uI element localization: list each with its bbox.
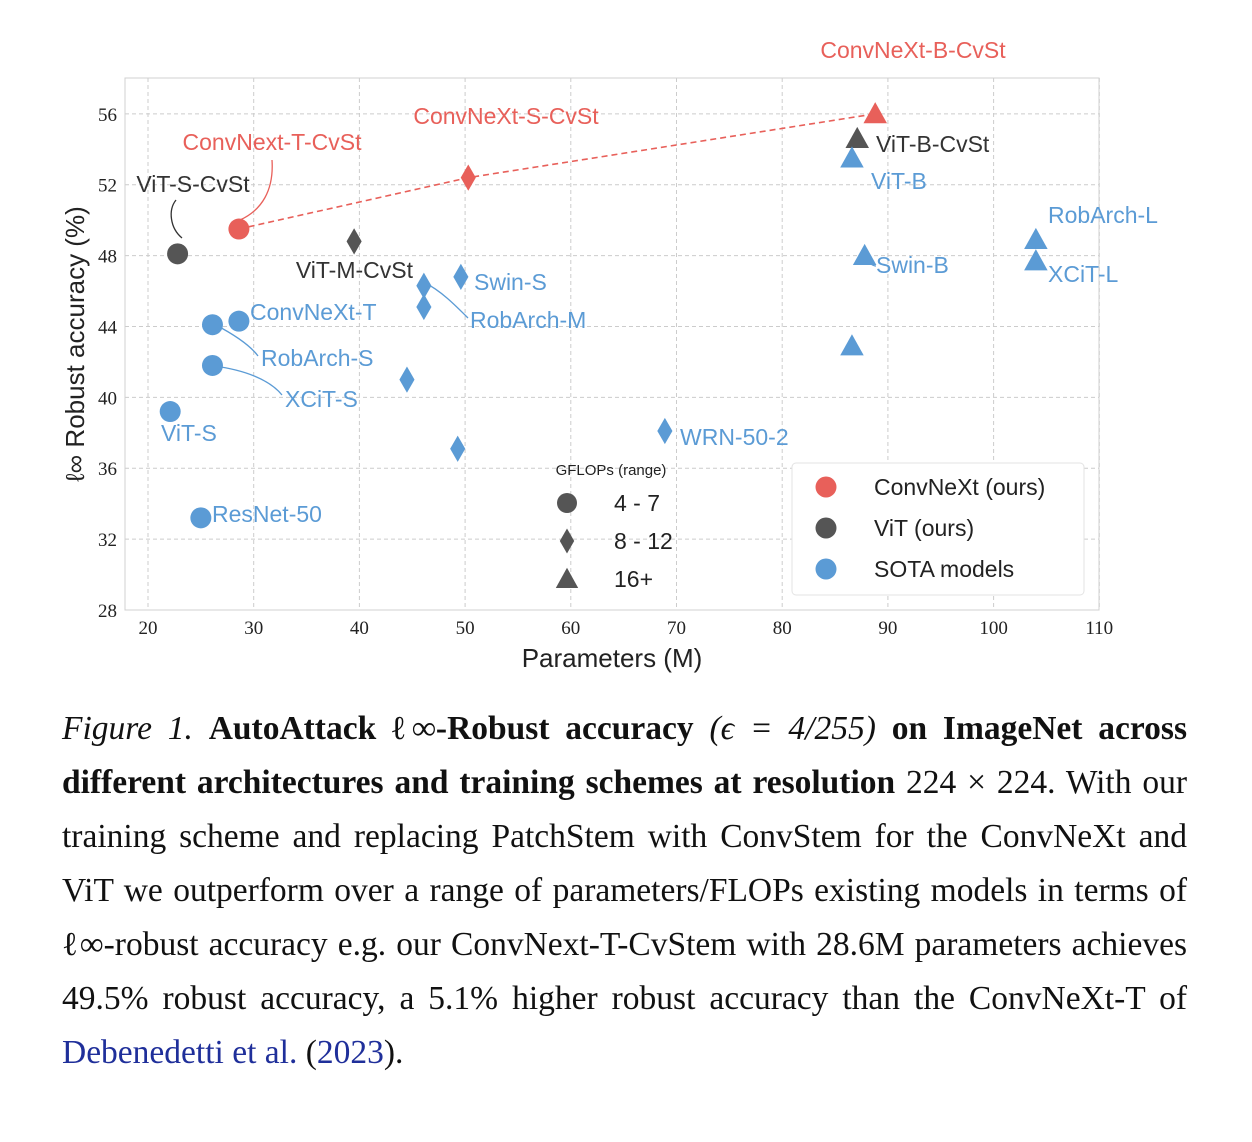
point-convnext-t	[228, 310, 250, 332]
legend-group-label: ConvNeXt (ours)	[874, 474, 1045, 500]
plot-frame	[124, 77, 1100, 611]
label-swin-s: Swin-S	[474, 269, 547, 295]
point-point-15	[450, 435, 466, 462]
point-labels: ConvNext-T-CvSt ConvNeXt-S-CvSt ConvNeXt-B…	[136, 37, 1158, 527]
label-vit-s-cvst: ViT-S-CvSt	[136, 171, 250, 197]
data-points	[159, 102, 1048, 529]
legend-gflops-marker-triangle	[555, 567, 579, 588]
caption-epsilon: (ϵ = 4/255)	[709, 710, 876, 747]
y-axis-label: ℓ∞ Robust accuracy (%)	[60, 206, 90, 481]
point-vit-b	[840, 146, 864, 168]
citation-open: (	[305, 1034, 317, 1071]
x-tick-label: 60	[561, 618, 580, 639]
y-tick-label: 44	[98, 317, 118, 338]
point-vit-b-cvst	[845, 126, 870, 149]
figure-chart: 20 30 40 50 60 70 80 90 100 110 28 32 36 40 44 48 52 56 P…	[60, 37, 1158, 673]
label-robarch-l: RobArch-L	[1048, 202, 1158, 228]
axis-labels: Parameters (M) ℓ∞ Robust accuracy (%)	[60, 206, 702, 673]
point-point-14	[399, 366, 415, 393]
y-tick-label: 48	[98, 247, 117, 268]
legend-gflops: GFLOPs (range) 4 - 7 8 - 12 16+	[556, 462, 673, 592]
y-tick-label: 52	[98, 176, 117, 197]
caption-resolution: 224 × 224.	[906, 764, 1056, 801]
point-convnext-s-cvst	[460, 164, 476, 191]
x-tick-label: 20	[139, 618, 158, 639]
point-resnet-50	[190, 507, 212, 529]
label-xcit-s: XCiT-S	[285, 386, 358, 412]
label-swin-b: Swin-B	[876, 252, 949, 278]
label-convnext-b-cvst: ConvNeXt-B-CvSt	[820, 37, 1006, 63]
label-convnext-t-cvst: ConvNext-T-CvSt	[183, 129, 363, 155]
point-point-10	[840, 334, 864, 356]
legend-group-marker-convnext	[815, 476, 837, 498]
label-robarch-s: RobArch-S	[261, 345, 373, 371]
legend-group-marker-vit	[815, 517, 837, 539]
x-tick-label: 70	[667, 618, 686, 639]
x-tick-label: 90	[878, 618, 897, 639]
citation-close: ).	[383, 1034, 404, 1071]
caption-bold-title: AutoAttack ℓ∞-Robust accuracy	[208, 710, 694, 747]
point-vit-s-cvst	[167, 243, 189, 265]
label-convnext-t: ConvNeXt-T	[250, 299, 377, 325]
legend-group-label: SOTA models	[874, 556, 1014, 582]
x-tick-label: 110	[1085, 618, 1113, 639]
caption-body: With our training scheme and replacing P…	[62, 764, 1187, 1017]
point-swin-s	[453, 263, 469, 290]
citation-year-link[interactable]: 2023	[316, 1034, 384, 1071]
legend-gflops-marker-diamond	[559, 528, 575, 554]
legend-gflops-label: 8 - 12	[614, 528, 673, 554]
citation-authors-link[interactable]: Debenedetti et al.	[62, 1034, 298, 1071]
x-tick-label: 80	[773, 618, 792, 639]
x-axis-label: Parameters (M)	[522, 643, 703, 673]
y-tick-label: 36	[98, 459, 117, 480]
figure-caption: Figure 1. AutoAttack ℓ∞-Robust accuracy …	[62, 702, 1187, 1080]
legend-gflops-marker-circle	[557, 493, 577, 513]
point-point-13	[416, 293, 432, 321]
ticks: 20 30 40 50 60 70 80 90 100 110 28 32 36 40 44 48 52 56	[98, 105, 1113, 639]
point-xcit-s	[201, 354, 223, 376]
x-tick-label: 100	[979, 618, 1008, 639]
point-vit-m-cvst	[346, 228, 362, 255]
label-vit-b-cvst: ViT-B-CvSt	[876, 131, 990, 157]
caption-bold-rest: on ImageNet across different architectur…	[62, 710, 1187, 801]
y-tick-label: 56	[98, 105, 117, 126]
x-tick-label: 40	[350, 618, 369, 639]
connector-convnext-t-cvst	[239, 159, 273, 221]
y-tick-label: 28	[98, 601, 117, 622]
label-robarch-m: RobArch-M	[470, 307, 586, 333]
point-xcit-l	[1024, 249, 1048, 271]
caption-lead: Figure 1.	[62, 710, 193, 747]
y-tick-label: 40	[98, 388, 117, 409]
legend-gflops-label: 16+	[614, 566, 653, 592]
x-tick-label: 30	[244, 618, 263, 639]
label-vit-b: ViT-B	[871, 168, 927, 194]
x-tick-label: 50	[456, 618, 475, 639]
point-swin-b	[852, 243, 877, 266]
point-robarch-s	[201, 314, 223, 336]
point-convnext-b-cvst	[863, 102, 887, 124]
y-tick-label: 32	[98, 530, 117, 551]
label-vit-m-cvst: ViT-M-CvSt	[296, 257, 414, 283]
legend-group-label: ViT (ours)	[874, 515, 974, 541]
label-vit-s: ViT-S	[161, 420, 217, 446]
label-xcit-l: XCiT-L	[1048, 261, 1119, 287]
legend-gflops-title: GFLOPs (range)	[556, 462, 667, 479]
scatter-chart: 20 30 40 50 60 70 80 90 100 110 28 32 36 40 44 48 52 56 P…	[60, 37, 1158, 673]
label-resnet-50: ResNet-50	[212, 501, 322, 527]
point-robarch-l	[1024, 227, 1048, 250]
legend-model-groups: ConvNeXt (ours) ViT (ours) SOTA models	[791, 462, 1085, 596]
legend-gflops-label: 4 - 7	[614, 490, 660, 516]
label-convnext-s-cvst: ConvNeXt-S-CvSt	[413, 103, 599, 129]
label-wrn-50-2: WRN-50-2	[680, 424, 789, 450]
point-vit-s	[159, 401, 181, 423]
point-robarch-m	[416, 272, 432, 299]
connector-vit-s-cvst	[170, 199, 183, 239]
legend-model-groups-box	[791, 462, 1085, 596]
point-wrn-50-2	[657, 417, 673, 445]
legend-group-marker-sota	[815, 558, 837, 580]
point-convnext-t-cvst	[228, 218, 250, 240]
